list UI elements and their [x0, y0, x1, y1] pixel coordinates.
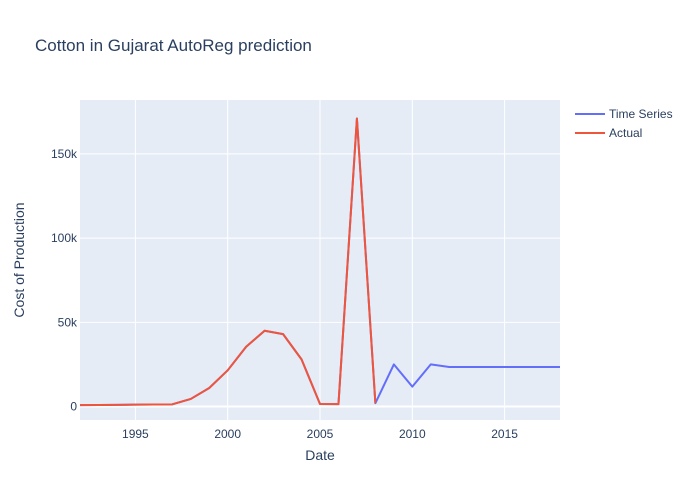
grid	[80, 100, 560, 420]
series-lines	[79, 117, 560, 407]
y-tick-label: 150k	[51, 147, 78, 161]
x-axis-title: Date	[305, 447, 335, 463]
y-tick-label: 50k	[58, 315, 78, 329]
x-tick-label: 1995	[122, 427, 149, 441]
x-axis-ticks: 1995 2000 2005 2010 2015	[122, 427, 518, 441]
legend-label: Actual	[609, 126, 642, 140]
x-tick-label: 2000	[214, 427, 241, 441]
x-tick-label: 2010	[399, 427, 426, 441]
y-axis-ticks: 0 50k 100k 150k	[51, 147, 78, 414]
y-axis-title: Cost of Production	[11, 202, 27, 317]
legend: Time Series Actual	[575, 107, 673, 140]
y-tick-label: 100k	[51, 231, 78, 245]
series-line-actual	[79, 117, 377, 407]
y-tick-label: 0	[70, 400, 77, 414]
x-tick-label: 2015	[491, 427, 518, 441]
x-tick-label: 2005	[307, 427, 334, 441]
legend-label: Time Series	[609, 107, 673, 121]
chart-title: Cotton in Gujarat AutoReg prediction	[35, 36, 312, 55]
